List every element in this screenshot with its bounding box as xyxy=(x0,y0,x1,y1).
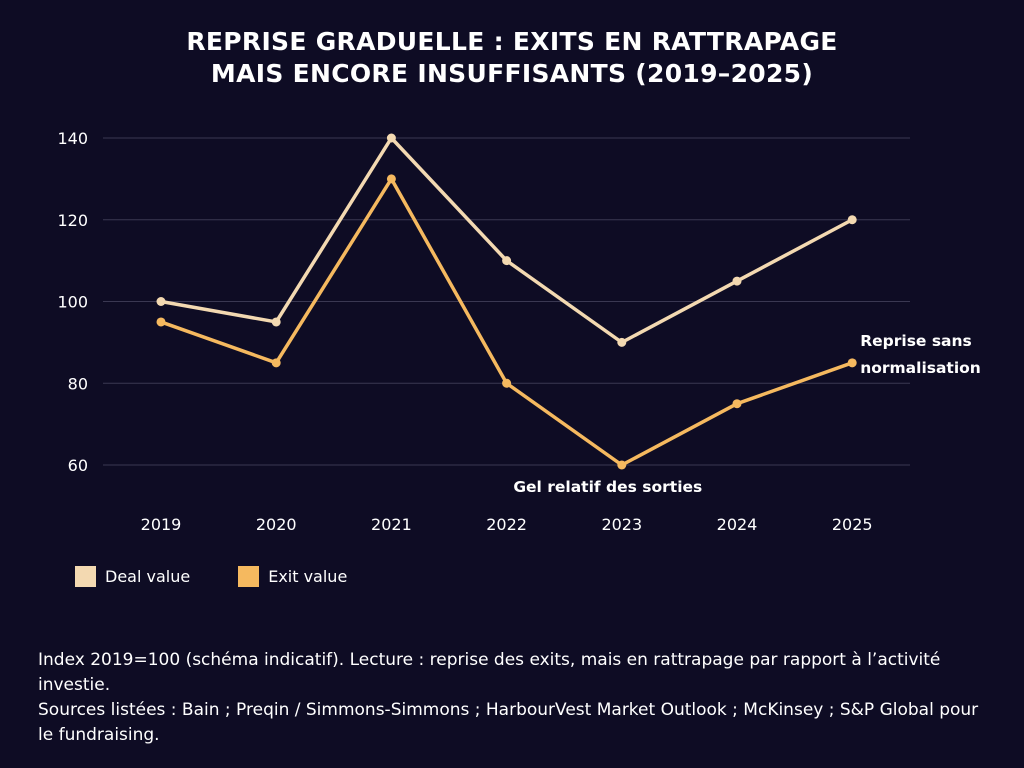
y-tick-label: 80 xyxy=(68,374,88,393)
annotation-label: normalisation xyxy=(860,359,981,377)
data-point xyxy=(617,337,627,347)
y-tick-label: 100 xyxy=(57,293,88,312)
legend-label: Exit value xyxy=(268,567,348,586)
legend-item-deal-value[interactable]: Deal value xyxy=(75,566,190,587)
data-point xyxy=(502,256,512,266)
x-tick-label: 2023 xyxy=(601,515,642,534)
x-tick-label: 2025 xyxy=(832,515,873,534)
data-point xyxy=(732,399,742,409)
data-point xyxy=(271,358,281,368)
title-line-2: MAIS ENCORE INSUFFISANTS (2019–2025) xyxy=(210,59,814,88)
legend-label: Deal value xyxy=(105,567,191,586)
x-tick-label: 2020 xyxy=(256,515,297,534)
data-point xyxy=(386,174,396,184)
x-tick-label: 2019 xyxy=(141,515,182,534)
data-point xyxy=(617,460,627,470)
title-line-1: REPRISE GRADUELLE : EXITS EN RATTRAPAGE xyxy=(186,27,838,56)
annotation-label: Gel relatif des sorties xyxy=(513,478,702,496)
chart-title: REPRISE GRADUELLE : EXITS EN RATTRAPAGE … xyxy=(0,26,1024,90)
series-line-exit-value xyxy=(160,177,853,467)
data-point xyxy=(271,317,281,327)
line-chart: 60 80 100 120 140 2019 2020 2021 2022 2023 2024 202… xyxy=(57,129,981,534)
annotation-label: Reprise sans xyxy=(860,332,972,350)
series-line-deal-value xyxy=(160,136,854,345)
data-point xyxy=(502,378,512,388)
y-tick-label: 140 xyxy=(57,129,88,148)
y-tick-label: 120 xyxy=(57,211,88,230)
footnote-reading: Index 2019=100 (schéma indicatif). Lectu… xyxy=(38,650,941,695)
legend-item-exit-value[interactable]: Exit value xyxy=(238,566,347,587)
data-point xyxy=(386,133,396,143)
x-tick-label: 2024 xyxy=(717,515,758,534)
data-point xyxy=(156,297,166,306)
legend-swatch xyxy=(75,566,96,587)
x-tick-label: 2021 xyxy=(371,515,412,534)
chart-footnote: Index 2019=100 (schéma indicatif). Lectu… xyxy=(38,648,998,748)
data-point xyxy=(156,317,166,327)
data-point xyxy=(847,358,857,368)
legend-swatch xyxy=(238,566,260,587)
data-point xyxy=(847,215,857,225)
footnote-sources: Sources listées : Bain ; Preqin / Simmon… xyxy=(38,700,979,745)
x-tick-label: 2022 xyxy=(486,515,527,534)
y-tick-label: 60 xyxy=(68,456,88,475)
legend: Deal value Exit value xyxy=(75,566,347,587)
data-point xyxy=(732,276,742,286)
